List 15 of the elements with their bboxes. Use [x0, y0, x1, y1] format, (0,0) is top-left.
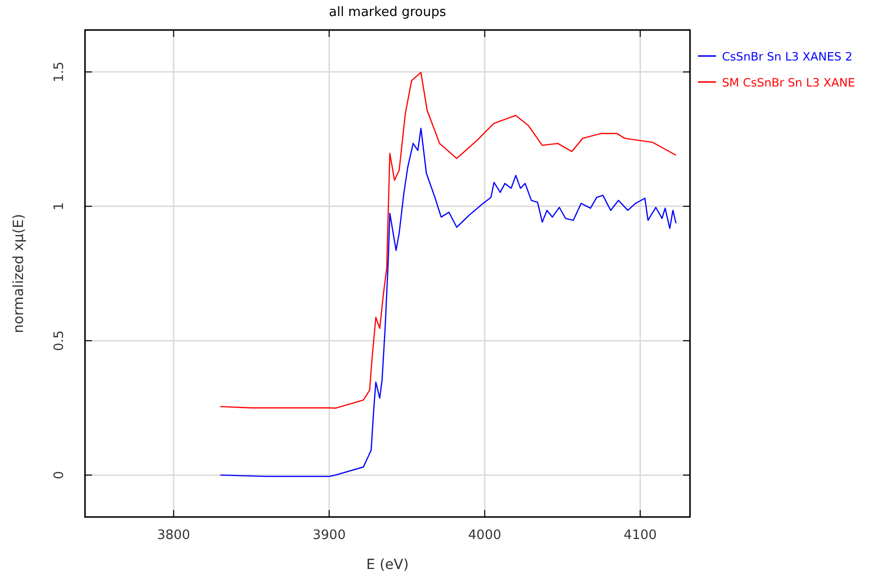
y-axis-title: normalized xμ(E)	[11, 214, 27, 334]
legend-label: SM CsSnBr Sn L3 XANE	[722, 76, 855, 90]
y-tick-label: 1	[52, 202, 67, 210]
line-series	[220, 72, 677, 409]
y-tick-label: 0.5	[52, 330, 67, 352]
chart-title: all marked groups	[328, 5, 446, 20]
line-series	[220, 128, 677, 478]
y-tick-label: 1.5	[52, 62, 67, 82]
x-tick-label: 3800	[157, 528, 190, 543]
x-tick-label: 4000	[468, 528, 502, 543]
legend-label: CsSnBr Sn L3 XANES 2	[722, 50, 852, 64]
x-axis-title: E (eV)	[366, 557, 409, 573]
y-tick-label: 0	[52, 470, 67, 480]
x-tick-label: 4100	[624, 528, 657, 543]
x-tick-label: 3900	[312, 528, 346, 543]
